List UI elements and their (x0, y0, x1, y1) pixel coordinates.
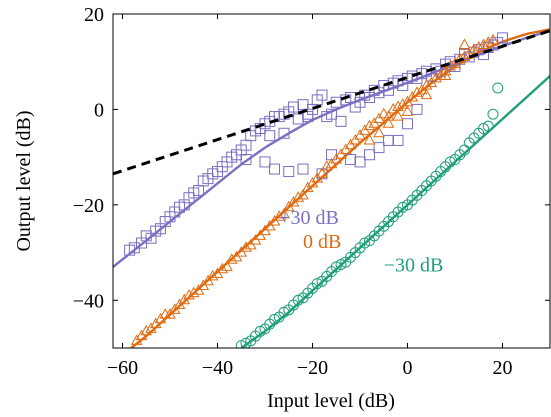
reference-line-group (113, 29, 550, 176)
axis-ticks: −60 −40 −20 0 20 −40 −20 0 20 (73, 4, 550, 379)
point-0-db (240, 241, 252, 252)
point-0-db (183, 288, 195, 300)
point-30-db (383, 134, 394, 146)
point-0-db (373, 126, 385, 138)
point-0-db (316, 167, 328, 178)
point-30-db (492, 82, 504, 94)
point-30-db (283, 165, 295, 177)
point-0-db (363, 119, 376, 131)
point-30-db (269, 163, 280, 175)
point-30-db (487, 108, 499, 120)
y-axis-label: Output level (dB) (13, 110, 35, 251)
point-30-db (297, 99, 309, 111)
reference-line (113, 29, 550, 176)
point-30-db (402, 118, 413, 130)
point-0-db (297, 188, 309, 200)
point-30-db (482, 120, 494, 132)
point-0-db (396, 98, 409, 109)
point-30-db (373, 142, 385, 154)
point-30-db (297, 163, 309, 175)
point-0-db (458, 38, 471, 50)
series-label-30-db: +30 dB (279, 207, 339, 229)
point-0-db (225, 253, 238, 264)
point-30-db (354, 156, 366, 168)
x-tick-label: −60 (107, 357, 138, 379)
plot-frame (112, 13, 551, 349)
point-0-db (439, 69, 452, 81)
point-0-db (292, 191, 305, 202)
point-30-db (292, 113, 304, 125)
point-0-db (392, 110, 404, 121)
point-30-db (264, 130, 276, 142)
point-0-db (278, 207, 290, 219)
x-tick-label: 20 (493, 357, 513, 379)
point-0-db (387, 102, 400, 114)
point-0-db (472, 40, 485, 52)
point-0-db (206, 269, 219, 281)
point-0-db (273, 210, 286, 221)
point-0-db (401, 105, 414, 116)
point-30-db (316, 89, 328, 101)
point-30-db (259, 156, 271, 168)
point-0-db (458, 50, 471, 61)
point-0-db (411, 86, 423, 97)
point-0-db (140, 324, 153, 336)
y-tick-label: −40 (73, 290, 104, 312)
point-30-db (392, 134, 404, 146)
x-tick-label: −40 (202, 357, 233, 379)
point-0-db (420, 88, 433, 100)
point-0-db (320, 160, 333, 171)
point-30-db (240, 154, 252, 166)
x-tick-label: −20 (297, 357, 328, 379)
series-label-30-db: −30 dB (384, 255, 444, 277)
point-30-db (497, 32, 508, 44)
point-0-db (216, 262, 229, 274)
series-label-0-db: 0 dB (303, 231, 341, 253)
y-tick-label: 0 (94, 99, 104, 121)
point-0-db (382, 117, 395, 128)
point-0-db (221, 260, 233, 271)
point-0-db (482, 36, 495, 47)
point-30-db (335, 115, 347, 127)
x-axis-label: Input level (dB) (267, 390, 395, 412)
point-0-db (377, 107, 390, 119)
point-0-db (477, 38, 490, 50)
point-30-db (411, 103, 423, 115)
point-0-db (187, 286, 200, 298)
point-30-db (278, 127, 290, 139)
point-30-db (302, 111, 314, 123)
x-tick-label: 0 (403, 357, 413, 379)
series-curves (113, 28, 550, 348)
point-0-db (487, 33, 499, 45)
point-0-db (430, 71, 442, 83)
point-0-db (363, 133, 376, 145)
point-30-db (364, 149, 375, 161)
y-tick-label: −20 (73, 195, 104, 217)
curve-0-db (129, 28, 550, 348)
point-30-db (326, 108, 337, 120)
point-0-db (382, 110, 395, 121)
y-tick-label: 20 (84, 4, 104, 26)
curve-30-db (240, 75, 550, 348)
point-0-db (468, 43, 480, 54)
series-annotations: +30 dB0 dB −30 dB (279, 207, 443, 277)
